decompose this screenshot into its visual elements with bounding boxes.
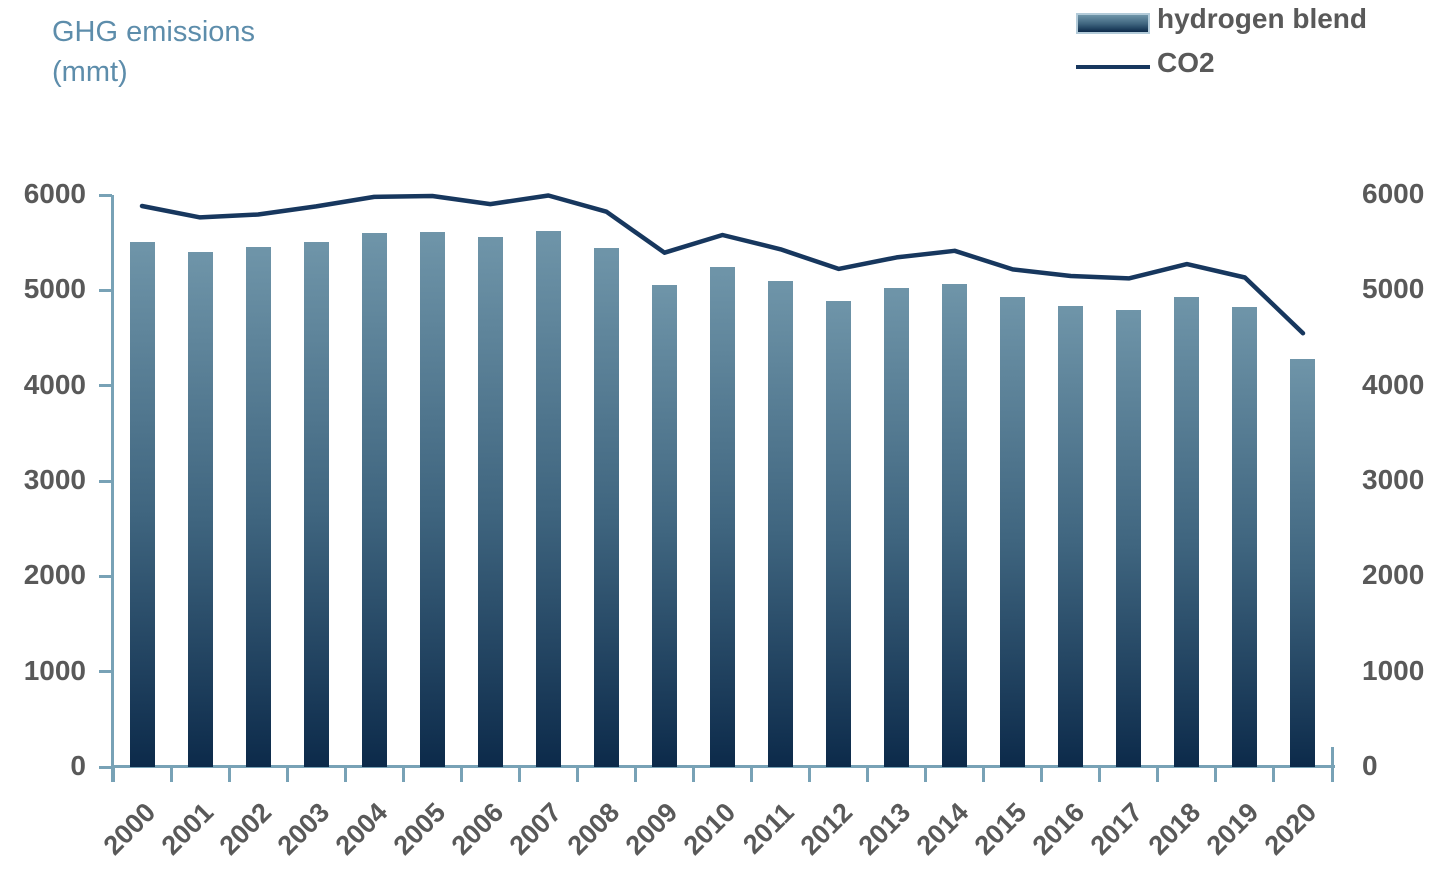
left-axis-label: 5000 xyxy=(23,273,86,305)
x-axis-end-tick xyxy=(1331,747,1334,782)
bar-2002 xyxy=(245,247,271,767)
x-axis-label-2000: 2000 xyxy=(97,797,162,861)
bar-2017 xyxy=(1116,310,1142,767)
bar-2019 xyxy=(1232,307,1258,767)
left-axis-label: 0 xyxy=(70,750,86,781)
bar-2004 xyxy=(361,232,387,767)
bar-2020 xyxy=(1290,358,1316,767)
bar-2006 xyxy=(477,237,503,767)
bar-2010 xyxy=(710,267,735,767)
x-axis-label-2005: 2005 xyxy=(387,797,452,861)
bar-2012 xyxy=(826,300,852,767)
chart-title-line1: GHG emissions xyxy=(52,16,256,48)
x-axis-label-2013: 2013 xyxy=(852,797,916,861)
x-axis-tick xyxy=(285,766,289,782)
left-axis-line xyxy=(111,195,114,782)
left-axis-tick xyxy=(99,765,112,769)
x-axis-tick xyxy=(227,766,231,782)
left-axis-label: 3000 xyxy=(23,464,86,495)
left-axis-tick xyxy=(99,574,112,578)
x-axis-label-2017: 2017 xyxy=(1084,797,1149,861)
left-axis-tick xyxy=(99,479,112,483)
x-axis-label-2014: 2014 xyxy=(910,797,974,861)
right-axis-label: 0 xyxy=(1362,750,1378,781)
right-axis-label: 3000 xyxy=(1362,464,1425,495)
x-axis-tick xyxy=(924,766,928,782)
right-axis-label: 5000 xyxy=(1362,273,1425,305)
right-axis-label: 6000 xyxy=(1362,178,1425,209)
x-axis-label-2007: 2007 xyxy=(503,797,568,861)
x-axis-label-2010: 2010 xyxy=(678,797,742,861)
bar-2003 xyxy=(303,242,329,767)
bar-2011 xyxy=(768,280,794,767)
right-axis-label: 2000 xyxy=(1362,559,1425,591)
bar-2007 xyxy=(535,230,561,767)
x-axis-label-2008: 2008 xyxy=(561,797,626,861)
legend-label-co2: CO2 xyxy=(1157,47,1215,78)
left-axis-label: 1000 xyxy=(23,654,86,686)
bar-2005 xyxy=(419,231,445,767)
x-axis-tick xyxy=(1040,766,1044,782)
bar-2015 xyxy=(1000,297,1026,767)
x-axis-label-2020: 2020 xyxy=(1258,797,1323,861)
bar-2016 xyxy=(1058,306,1084,767)
bar-2013 xyxy=(884,288,910,767)
chart-title-line2: (mmt) xyxy=(52,56,128,88)
bar-2001 xyxy=(187,251,213,767)
left-axis-label: 2000 xyxy=(23,559,86,591)
bar-2000 xyxy=(129,241,155,767)
bar-2018 xyxy=(1174,297,1200,767)
bar-2008 xyxy=(593,247,619,767)
x-axis-tick xyxy=(808,766,812,782)
legend-bar-swatch-icon xyxy=(1076,13,1150,34)
x-axis-tick xyxy=(343,766,347,782)
x-axis-label-2003: 2003 xyxy=(271,797,336,861)
x-axis-tick xyxy=(111,766,115,782)
left-axis-tick xyxy=(99,670,112,674)
x-axis-tick xyxy=(401,766,405,782)
legend-line-swatch-icon xyxy=(1076,65,1150,69)
x-axis-label-2019: 2019 xyxy=(1200,797,1265,861)
x-axis-tick xyxy=(866,766,870,782)
x-axis-label-2006: 2006 xyxy=(445,797,510,861)
left-axis-label: 6000 xyxy=(23,178,86,209)
x-axis-tick xyxy=(459,766,463,782)
x-axis-tick xyxy=(691,766,695,782)
x-axis-label-2012: 2012 xyxy=(794,797,858,861)
x-axis-label-2002: 2002 xyxy=(213,797,278,861)
x-axis-tick xyxy=(633,766,637,782)
x-axis-tick xyxy=(1272,766,1276,782)
x-axis-label-2018: 2018 xyxy=(1142,797,1207,861)
x-axis-tick xyxy=(1098,766,1102,782)
x-axis-tick xyxy=(1214,766,1218,782)
x-axis-label-2015: 2015 xyxy=(968,797,1032,861)
x-axis-tick xyxy=(750,766,754,782)
x-axis-label-2001: 2001 xyxy=(155,797,220,861)
x-axis-label-2004: 2004 xyxy=(329,797,394,861)
x-axis-tick xyxy=(169,766,173,782)
x-axis-tick xyxy=(575,766,579,782)
x-axis-label-2009: 2009 xyxy=(619,797,684,861)
x-axis-tick xyxy=(517,766,521,782)
bar-2014 xyxy=(942,284,968,767)
x-axis-label-2011: 2011 xyxy=(737,797,800,860)
legend-label-hydrogen-blend: hydrogen blend xyxy=(1157,3,1367,34)
left-axis-tick xyxy=(99,288,112,292)
bar-2009 xyxy=(651,285,677,767)
left-axis-tick xyxy=(99,193,112,197)
x-axis-label-2016: 2016 xyxy=(1026,797,1090,861)
chart-title: GHG emissions (mmt) xyxy=(52,12,255,92)
x-axis-tick xyxy=(1156,766,1160,782)
right-axis-label: 1000 xyxy=(1362,654,1425,686)
x-axis-tick xyxy=(982,766,986,782)
left-axis-tick xyxy=(99,384,112,388)
left-axis-label: 4000 xyxy=(23,368,86,400)
x-axis-tick xyxy=(1330,766,1334,782)
right-axis-label: 4000 xyxy=(1362,368,1425,400)
